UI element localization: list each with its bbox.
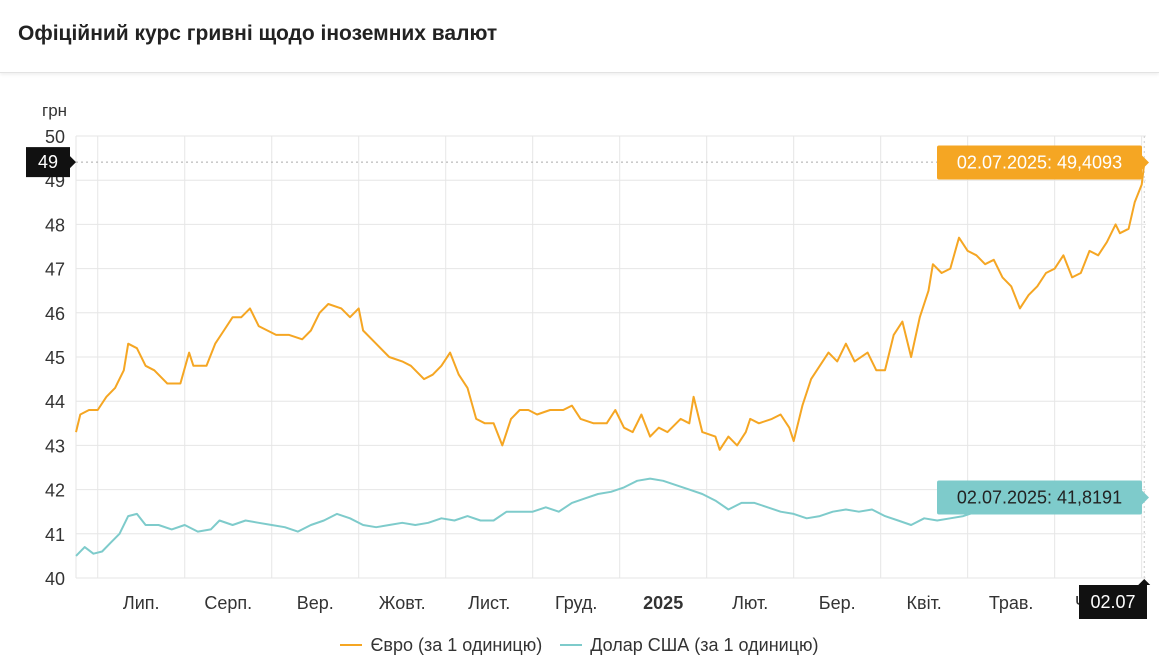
legend-swatch-usd — [560, 644, 583, 646]
x-tick-label: Трав. — [989, 593, 1034, 613]
y-tick-label: 42 — [45, 481, 65, 501]
y-tick-label: 48 — [45, 215, 65, 235]
crosshair-x-label: 02.07 — [1090, 592, 1135, 612]
y-tick-label: 45 — [45, 348, 65, 368]
tooltip-text-euro: 02.07.2025: 49,4093 — [957, 153, 1122, 173]
crosshair-x-label-pointer — [1138, 579, 1151, 585]
tooltip-text-usd: 02.07.2025: 41,8191 — [957, 488, 1122, 508]
tooltip-box-usd — [937, 480, 1142, 515]
x-tick-label: Бер. — [819, 593, 856, 613]
tooltip-pointer-usd — [1142, 490, 1149, 505]
crosshair-y-label: 49 — [38, 152, 58, 172]
crosshair-x-label-box — [1079, 585, 1147, 619]
legend-item-euro[interactable]: Євро (за 1 одиницю) — [340, 635, 542, 656]
series-line-usd — [75, 477, 1145, 557]
y-tick-label: 50 — [45, 127, 65, 147]
tooltip-pointer-euro — [1142, 155, 1149, 170]
x-tick-label: Лист. — [468, 593, 510, 613]
x-tick-label: 2025 — [643, 593, 683, 613]
y-axis-label: грн — [42, 101, 67, 120]
x-tick-label: Груд. — [555, 593, 597, 613]
chart-legend: Євро (за 1 одиницю) Долар США (за 1 один… — [0, 632, 1159, 658]
currency-line-chart[interactable]: 40 41 42 43 44 45 46 47 48 49 50 грн Лип. Серп. Вер. Жо… — [0, 0, 1159, 632]
y-tick-label: 47 — [45, 260, 65, 280]
chart-title: Офіційний курс гривні щодо іноземних вал… — [18, 22, 498, 45]
x-tick-label: Лип. — [123, 593, 160, 613]
legend-swatch-euro — [340, 644, 363, 646]
legend-label-usd: Долар США (за 1 одиницю) — [590, 634, 819, 655]
legend-item-usd[interactable]: Долар США (за 1 одиницю) — [560, 634, 819, 656]
x-tick-label: Жовт. — [379, 593, 426, 613]
y-tick-label: 43 — [45, 436, 65, 456]
y-tick-label: 41 — [45, 525, 65, 545]
x-tick-label: Лют. — [732, 593, 768, 613]
series-line-euro — [75, 162, 1146, 451]
x-tick-label: Вер. — [297, 593, 334, 613]
legend-label-euro: Євро (за 1 одиницю) — [370, 634, 543, 655]
x-tick-label: Квіт. — [907, 593, 942, 613]
y-tick-label: 44 — [45, 392, 65, 412]
crosshair-y-label-box — [26, 147, 70, 178]
chart-header: Офіційний курс гривні щодо іноземних вал… — [0, 0, 1159, 73]
crosshair-y-label-pointer — [70, 156, 76, 169]
y-tick-label: 40 — [45, 569, 65, 589]
tooltip-box-euro — [937, 145, 1142, 180]
y-tick-label: 46 — [45, 304, 65, 324]
x-tick-label: Серп. — [204, 593, 252, 613]
